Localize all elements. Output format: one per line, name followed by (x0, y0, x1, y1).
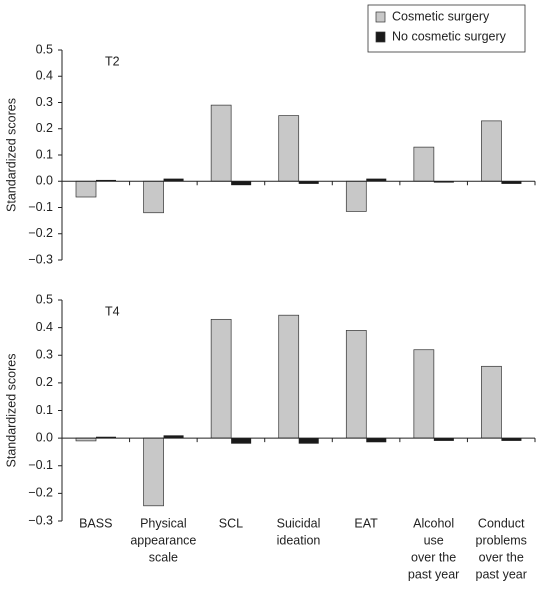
bar (413, 146, 435, 182)
legend-label: No cosmetic surgery (392, 29, 507, 43)
bar (96, 436, 116, 439)
legend-label: Cosmetic surgery (392, 9, 490, 23)
bar (210, 318, 232, 439)
x-tick-label: past year (476, 567, 527, 581)
y-tick-label: 0.0 (36, 174, 53, 188)
y-tick-label: 0.5 (36, 42, 53, 56)
bar (143, 437, 164, 507)
bar (278, 314, 300, 439)
y-tick-label: 0.1 (36, 147, 53, 161)
x-tick-label: Physical (140, 516, 187, 530)
x-tick-label: BASS (79, 516, 112, 530)
bar (231, 181, 252, 186)
bar (96, 179, 116, 182)
x-tick-label: scale (149, 550, 178, 564)
legend-swatch (375, 31, 386, 43)
bar (481, 120, 502, 182)
bar (366, 178, 387, 182)
x-tick-label: appearance (130, 533, 196, 547)
x-tick-label: over the (479, 550, 524, 564)
x-tick-label: SCL (219, 516, 243, 530)
y-tick-label: −0.3 (28, 513, 53, 527)
x-tick-label: Suicidal (277, 516, 321, 530)
x-tick-label: use (424, 533, 444, 547)
y-tick-label: 0.2 (36, 375, 53, 389)
bar (298, 181, 319, 184)
y-tick-label: −0.3 (28, 252, 53, 266)
bar (163, 178, 184, 182)
bar (366, 438, 387, 443)
bar (433, 181, 454, 183)
bar (345, 180, 367, 212)
bar (481, 365, 502, 439)
bar (231, 438, 252, 444)
x-tick-label: EAT (354, 516, 378, 530)
bar (433, 438, 454, 441)
x-tick-label: over the (411, 550, 456, 564)
y-tick-label: 0.4 (36, 69, 53, 83)
bar (278, 115, 300, 182)
bar (298, 438, 319, 444)
y-tick-label: 0.2 (36, 121, 53, 135)
y-tick-label: 0.1 (36, 403, 53, 417)
y-tick-label: 0.4 (36, 320, 53, 334)
bar (143, 180, 164, 214)
y-tick-label: −0.1 (28, 200, 53, 214)
y-tick-label: 0.0 (36, 430, 53, 444)
panel-label: T4 (105, 304, 120, 318)
y-tick-label: 0.3 (36, 348, 53, 362)
bar (501, 438, 522, 441)
x-tick-label: Alcohol (413, 516, 454, 530)
legend-box (367, 4, 526, 53)
bar (163, 435, 184, 439)
x-tick-label: ideation (277, 533, 321, 547)
y-axis-label: Standardized scores (4, 98, 18, 212)
bar (413, 349, 435, 439)
y-tick-label: 0.3 (36, 95, 53, 109)
x-tick-label: problems (476, 533, 527, 547)
y-tick-label: 0.5 (36, 292, 53, 306)
y-tick-label: −0.2 (28, 486, 53, 500)
bar (210, 104, 232, 182)
bar (75, 180, 97, 198)
bar (345, 330, 367, 439)
y-tick-label: −0.1 (28, 458, 53, 472)
panel-label: T2 (105, 54, 120, 68)
bar (501, 181, 522, 184)
legend-swatch (375, 11, 386, 23)
y-axis-label: Standardized scores (4, 354, 18, 468)
y-tick-label: −0.2 (28, 226, 53, 240)
x-tick-label: past year (408, 567, 459, 581)
x-tick-label: Conduct (478, 516, 525, 530)
